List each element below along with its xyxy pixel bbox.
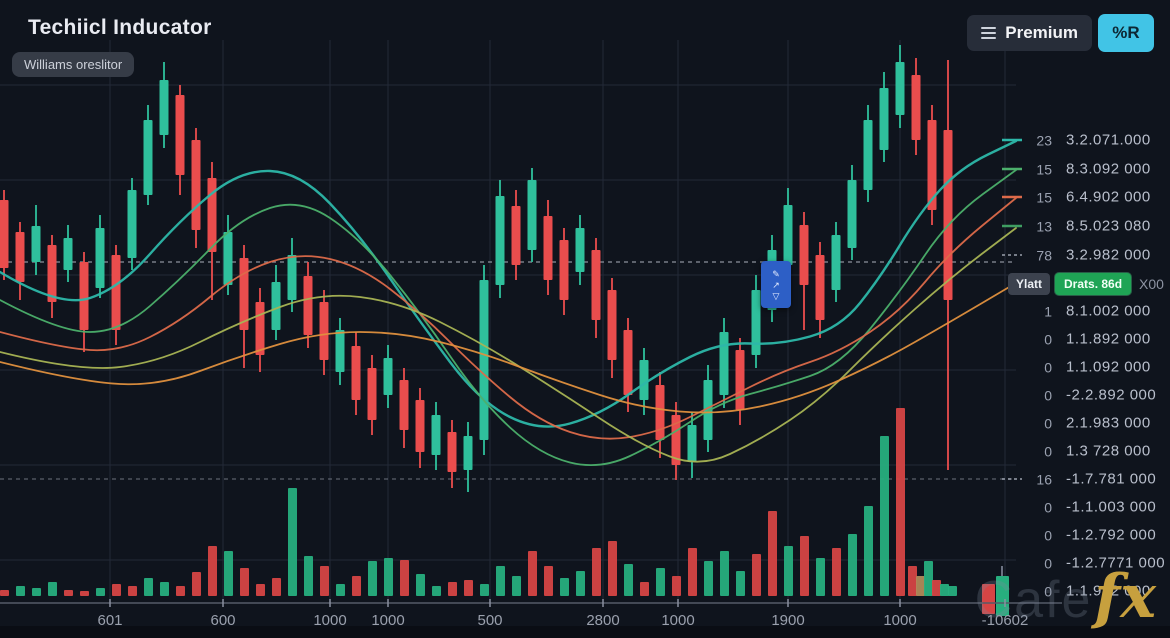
price-scale-row: 15 8.3.092 000 [1036,160,1151,178]
price-badge-suffix: X00 [1139,276,1164,292]
svg-text:1000: 1000 [661,612,694,629]
pencil-icon: ✎ [772,268,780,279]
price-scale-row: 0 -1.2.792 000 [1044,526,1157,544]
premium-button[interactable]: Premium [967,15,1092,51]
price-scale-row: 13 8.5.023 080 [1036,217,1151,235]
svg-text:1000: 1000 [313,612,346,629]
price-scale-row: 15 6.4.902 000 [1036,188,1151,206]
svg-text:601: 601 [97,612,122,629]
price-scale-row: 0 2.1.983 000 [1044,414,1151,432]
svg-text:-10602: -10602 [982,612,1029,629]
price-scale-row: 0 1.1.922 000 [1044,582,1151,600]
hamburger-icon [981,27,997,39]
bottom-band [0,626,1170,638]
svg-text:2800: 2800 [586,612,619,629]
price-scale-row: 0 1.1.892 000 [1044,330,1151,348]
price-scale-row: 0 -1.1.003 000 [1044,498,1157,516]
current-price-badges: Ylatt Drats. 86d X00 [1008,273,1164,295]
svg-text:1000: 1000 [883,612,916,629]
price-scale-row: 23 3.2.071.000 [1036,131,1151,149]
page-title: Techiicl Inducator [28,16,212,39]
svg-text:600: 600 [210,612,235,629]
price-badge-green: Drats. 86d [1055,273,1132,295]
price-scale-row: 1 8.1.002 000 [1044,302,1151,320]
indicator-tag[interactable]: Williams oreslitor [12,52,135,77]
arrow-down-icon: ▽ [772,290,780,301]
svg-text:500: 500 [477,612,502,629]
svg-text:1000: 1000 [371,612,404,629]
marker-badge[interactable]: ✎ ↗ ▽ [761,261,791,308]
svg-text:1900: 1900 [771,612,804,629]
price-scale-row: 16 -1.7.781 000 [1036,470,1157,488]
price-scale-row: 0 -1.2.7771 000 [1044,554,1166,572]
price-scale-row: 78 3.2.982 000 [1036,246,1151,264]
premium-button-label: Premium [1005,23,1078,42]
price-scale-row: 0 -2.2.892 000 [1044,386,1157,404]
percent-r-button[interactable]: %R [1098,14,1154,52]
price-badge-dark: Ylatt [1008,273,1051,295]
price-scale-row: 0 1.1.092 000 [1044,358,1151,376]
arrow-up-icon: ↗ [772,279,780,290]
price-scale-row: 0 1.3 728 000 [1044,442,1151,460]
